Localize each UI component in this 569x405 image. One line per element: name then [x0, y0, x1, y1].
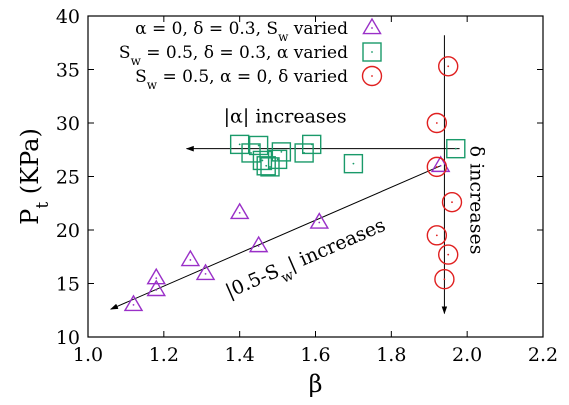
x-tick-label: 2.2	[528, 344, 558, 366]
square-point	[260, 157, 280, 177]
triangle-point	[146, 267, 167, 285]
x-tick-label: 1.2	[149, 344, 179, 366]
circle-point	[426, 225, 448, 246]
triangle-point	[309, 212, 330, 229]
circle-point	[438, 244, 459, 265]
x-tick-label: 2.0	[452, 344, 482, 366]
x-tick-label: 1.8	[376, 344, 406, 366]
legend-circle-symbol	[361, 65, 383, 87]
square-point	[446, 138, 466, 159]
x-tick-label: 1.6	[300, 344, 330, 366]
y-tick-label: 20	[56, 220, 80, 242]
x-tick-label: 1.4	[225, 344, 255, 366]
sw-arrow	[110, 165, 441, 310]
circle-point	[426, 156, 448, 178]
y-tick-label: 40	[56, 6, 80, 28]
square-point	[256, 156, 276, 176]
y-tick-label: 30	[56, 113, 80, 135]
legend-triangle-symbol	[362, 17, 382, 35]
y-tick-label: 35	[56, 60, 80, 82]
circle-point	[434, 269, 455, 290]
alpha-annotation: |α| increases	[224, 106, 347, 128]
x-axis-label: β	[309, 370, 323, 398]
square-point	[241, 143, 261, 163]
triangle-point	[248, 235, 269, 253]
triangle-point	[180, 249, 201, 267]
triangle-point	[146, 279, 167, 297]
data-points	[123, 56, 466, 312]
triangle-point	[229, 202, 250, 220]
legend-label: Sw = 0.5, δ = 0.3, α varied	[119, 43, 348, 68]
square-point	[248, 135, 269, 156]
legend-square-symbol	[362, 42, 382, 62]
arrows	[110, 35, 460, 315]
axis-ticks: 1.0 1.2 1.4 1.6 1.8 2.0 2.2 10 15 20 25 30 35 40	[56, 6, 558, 366]
square-point	[343, 153, 364, 174]
square-point	[267, 149, 288, 170]
delta-annotation: δ increases	[465, 146, 487, 255]
circle-point	[438, 56, 459, 77]
axis-labels: β Pt (KPa)	[16, 128, 322, 398]
circle-point	[426, 112, 448, 134]
triangle-point	[195, 263, 216, 281]
y-tick-label: 25	[56, 167, 80, 189]
square-point	[302, 134, 322, 155]
y-tick-label: 15	[56, 274, 80, 296]
y-tick-label: 10	[56, 327, 80, 349]
circle-point	[441, 191, 463, 213]
legend-label: α = 0, δ = 0.3, Sw varied	[135, 19, 348, 44]
legend-label: Sw = 0.5, α = 0, δ varied	[135, 67, 348, 92]
square-point	[252, 150, 273, 171]
x-tick-label: 1.0	[73, 344, 103, 366]
y-axis-label: Pt (KPa)	[16, 128, 53, 225]
triangle-point	[430, 155, 451, 173]
triangle-point	[123, 294, 144, 312]
square-point	[271, 142, 292, 162]
sw-annotation: |0.5-Sw| increases	[222, 214, 391, 309]
